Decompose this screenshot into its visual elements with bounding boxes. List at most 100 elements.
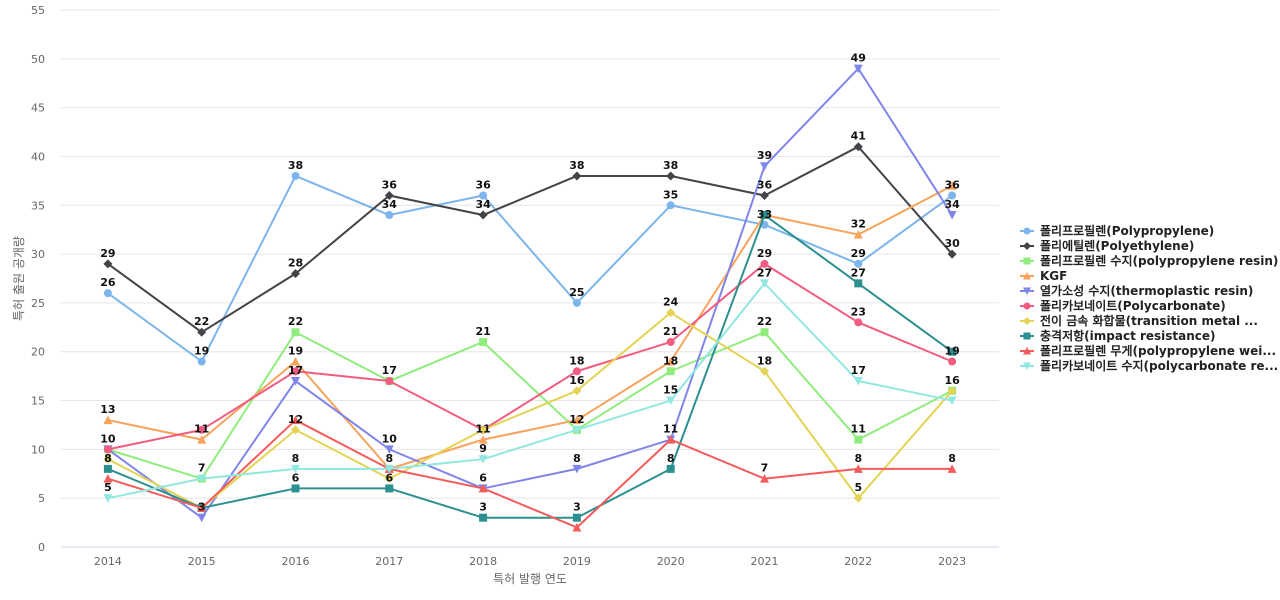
data-point xyxy=(760,259,769,268)
legend-label: 충격저항(impact resistance) xyxy=(1040,328,1216,343)
data-point xyxy=(291,367,300,376)
data-label: 9 xyxy=(479,442,487,455)
data-point xyxy=(572,513,581,522)
data-point xyxy=(197,425,206,434)
data-label: 34 xyxy=(382,198,398,211)
legend-label: 폴리카보네이트 수지(polycarbonate re... xyxy=(1040,358,1278,373)
data-label: 27 xyxy=(851,266,866,279)
series-line xyxy=(107,145,953,334)
legend-item[interactable]: 폴리에틸렌(Polyethylene) xyxy=(1020,238,1194,253)
data-label: 38 xyxy=(288,159,303,172)
data-label: 27 xyxy=(757,266,772,279)
data-point xyxy=(291,171,300,180)
data-point xyxy=(572,415,582,425)
x-axis-title: 특허 발행 연도 xyxy=(493,571,567,586)
legend-item[interactable]: 열가소성 수지(thermoplastic resin) xyxy=(1020,283,1253,298)
data-label: 8 xyxy=(104,452,112,465)
data-point xyxy=(853,377,863,386)
data-label: 19 xyxy=(194,344,209,357)
data-point xyxy=(197,513,207,523)
legend-label: 폴리프로필렌 수지(polypropylene resin) xyxy=(1040,253,1278,268)
data-label: 36 xyxy=(475,179,491,192)
data-point xyxy=(853,230,863,239)
x-tick-label: 2014 xyxy=(94,555,122,568)
series-line xyxy=(107,214,953,519)
data-point xyxy=(760,211,769,220)
data-label: 6 xyxy=(292,471,300,484)
data-label: 8 xyxy=(385,452,393,465)
data-point xyxy=(760,279,769,288)
data-label: 8 xyxy=(292,452,300,465)
data-labels: 2629131085192211733828221917128636341710… xyxy=(100,52,960,514)
data-label: 15 xyxy=(663,384,678,397)
data-point xyxy=(1023,362,1031,370)
data-point xyxy=(666,308,676,318)
series-6 xyxy=(103,259,957,454)
data-point xyxy=(103,415,113,425)
data-point xyxy=(572,386,582,396)
legend-item[interactable]: 폴리카보네이트 수지(polycarbonate re... xyxy=(1020,358,1278,373)
data-label: 11 xyxy=(851,423,866,436)
legend-item[interactable]: 전이 금속 화합물(transition metal ... xyxy=(1020,313,1258,328)
data-label: 36 xyxy=(382,179,398,192)
data-label: 22 xyxy=(757,315,772,328)
data-point xyxy=(1023,242,1031,250)
data-point xyxy=(385,377,394,386)
data-label: 18 xyxy=(757,354,772,367)
data-point xyxy=(947,396,957,406)
data-point xyxy=(572,171,582,181)
data-point xyxy=(760,191,769,201)
data-point xyxy=(1023,272,1031,280)
data-label: 19 xyxy=(944,344,959,357)
data-label: 33 xyxy=(757,208,772,221)
data-point xyxy=(947,249,957,259)
data-label: 16 xyxy=(569,374,585,387)
legend-label: 폴리에틸렌(Polyethylene) xyxy=(1040,238,1194,253)
series-line xyxy=(107,311,953,509)
data-point xyxy=(291,377,300,386)
series-line xyxy=(107,419,953,529)
data-label: 10 xyxy=(382,432,398,445)
series-line xyxy=(107,282,953,500)
data-label: 6 xyxy=(385,471,393,484)
legend-item[interactable]: 폴리프로필렌 무게(polypropylene wei... xyxy=(1020,343,1276,358)
x-tick-label: 2020 xyxy=(657,555,685,568)
data-label: 12 xyxy=(569,413,584,426)
data-label: 35 xyxy=(663,188,678,201)
data-label: 32 xyxy=(851,218,866,231)
data-point xyxy=(666,337,675,346)
legend-item[interactable]: 폴리프로필렌 수지(polypropylene resin) xyxy=(1020,253,1278,268)
x-tick-label: 2016 xyxy=(282,555,310,568)
legend-item[interactable]: 충격저항(impact resistance) xyxy=(1020,328,1216,343)
legend-item[interactable]: 폴리프로필렌(Polypropylene) xyxy=(1020,223,1214,238)
data-point xyxy=(197,503,207,512)
series-line xyxy=(107,262,953,451)
legend-item[interactable]: KGF xyxy=(1020,269,1067,283)
data-point xyxy=(197,357,206,366)
data-label: 16 xyxy=(944,374,960,387)
data-label: 22 xyxy=(194,315,209,328)
data-point xyxy=(948,357,957,366)
data-label: 25 xyxy=(569,286,584,299)
y-tick-label: 5 xyxy=(38,492,45,505)
data-point xyxy=(854,435,863,444)
legend-item[interactable]: 폴리카보네이트(Polycarbonate) xyxy=(1020,298,1226,313)
data-point xyxy=(478,425,488,435)
data-label: 8 xyxy=(854,452,862,465)
data-point xyxy=(760,162,769,171)
data-point xyxy=(385,484,394,493)
legend-label: KGF xyxy=(1040,269,1067,283)
data-label: 30 xyxy=(944,237,960,250)
data-label: 28 xyxy=(288,257,303,270)
data-label: 21 xyxy=(663,325,678,338)
data-point xyxy=(103,454,113,464)
series-4 xyxy=(103,181,957,473)
data-point xyxy=(384,445,394,454)
data-point xyxy=(853,142,863,152)
data-point xyxy=(385,211,394,220)
series-line xyxy=(107,331,953,480)
data-label: 49 xyxy=(851,52,866,65)
data-label: 21 xyxy=(475,325,490,338)
x-tick-label: 2022 xyxy=(844,555,872,568)
